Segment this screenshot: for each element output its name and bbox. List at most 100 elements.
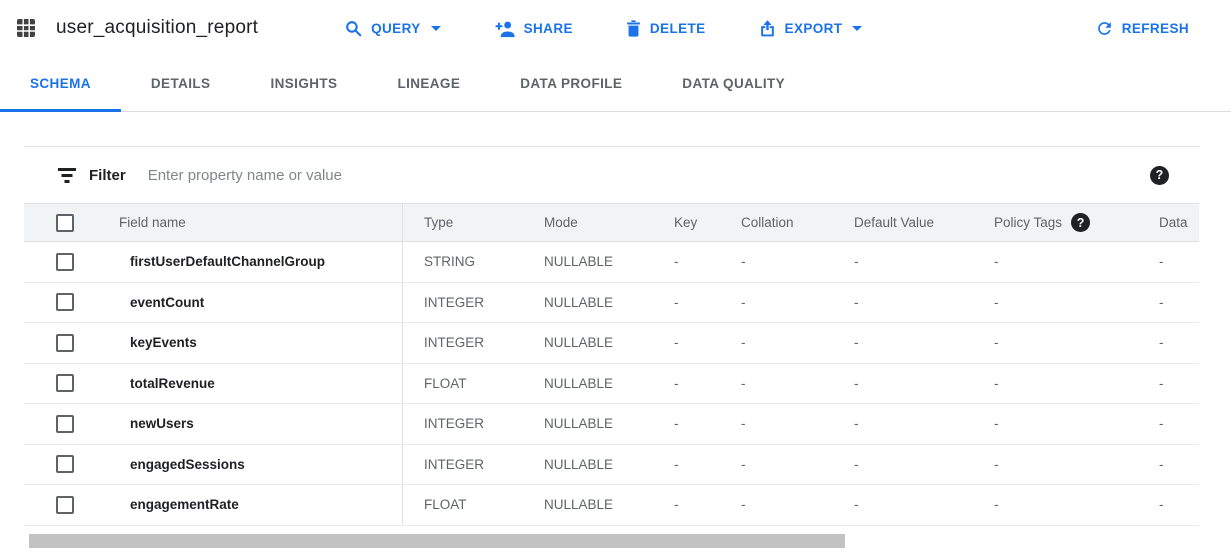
refresh-button-label: REFRESH — [1121, 20, 1189, 36]
row-checkbox[interactable] — [56, 495, 74, 514]
default-value-cell: - — [854, 375, 859, 391]
toolbar: QUERY SHARE — [342, 13, 1231, 44]
export-button[interactable]: EXPORT — [756, 13, 865, 44]
key-cell: - — [674, 456, 679, 472]
table-header-row: Field name Type Mode Key Collation Defau… — [24, 203, 1199, 242]
scrollbar-thumb[interactable] — [29, 533, 845, 548]
page-title: user_acquisition_report — [56, 17, 259, 38]
column-header-default-value: Default Value — [854, 215, 935, 230]
filter-row: Filter ? — [24, 147, 1199, 203]
row-checkbox[interactable] — [56, 333, 74, 352]
data-cell: - — [1159, 294, 1164, 310]
delete-button[interactable]: DELETE — [623, 13, 708, 44]
default-value-cell: - — [854, 497, 859, 513]
refresh-button[interactable]: REFRESH — [1093, 13, 1191, 44]
field-name-cell: engagementRate — [94, 485, 403, 525]
share-button[interactable]: SHARE — [493, 13, 575, 44]
default-value-cell: - — [854, 335, 859, 351]
tab-details[interactable]: DETAILS — [150, 76, 211, 91]
row-checkbox[interactable] — [56, 374, 74, 393]
row-checkbox[interactable] — [56, 252, 74, 271]
horizontal-scrollbar — [24, 533, 1199, 549]
type-cell: FLOAT — [424, 497, 467, 513]
tab-data-quality[interactable]: DATA QUALITY — [682, 76, 786, 91]
tab-data-profile[interactable]: DATA PROFILE — [520, 76, 623, 91]
mode-cell: NULLABLE — [544, 335, 614, 351]
type-cell: STRING — [424, 254, 476, 270]
help-icon[interactable]: ? — [1150, 165, 1169, 185]
field-name-cell: engagedSessions — [94, 444, 403, 484]
column-header-policy-tags: Policy Tags ? — [965, 204, 1125, 241]
key-cell: - — [674, 254, 679, 270]
column-header-type: Type — [424, 215, 454, 230]
chevron-down-icon — [430, 25, 441, 31]
table-header-bar: user_acquisition_report QUERY — [0, 0, 1231, 56]
default-value-cell: - — [854, 254, 859, 270]
table-row: keyEvents INTEGER NULLABLE - - - - - — [24, 323, 1199, 364]
tab-bar: SCHEMA DETAILS INSIGHTS LINEAGE DATA PRO… — [0, 56, 1231, 112]
export-button-label: EXPORT — [784, 20, 843, 36]
column-header-key: Key — [674, 215, 698, 230]
share-button-label: SHARE — [523, 20, 573, 36]
field-name-cell: keyEvents — [94, 323, 403, 363]
data-cell: - — [1159, 497, 1164, 513]
tab-insights[interactable]: INSIGHTS — [270, 76, 338, 91]
type-cell: INTEGER — [424, 335, 485, 351]
type-cell: FLOAT — [424, 375, 467, 391]
policy-tags-cell: - — [994, 254, 999, 270]
key-cell: - — [674, 416, 679, 432]
query-button[interactable]: QUERY — [342, 13, 443, 44]
column-header-data: Data — [1159, 215, 1188, 230]
tab-lineage[interactable]: LINEAGE — [397, 76, 461, 91]
key-cell: - — [674, 497, 679, 513]
collation-cell: - — [741, 456, 746, 472]
collation-cell: - — [741, 294, 746, 310]
person-add-icon — [495, 19, 516, 38]
default-value-cell: - — [854, 416, 859, 432]
trash-icon — [625, 19, 642, 38]
select-all-checkbox[interactable] — [56, 213, 74, 232]
search-icon — [344, 19, 363, 38]
policy-tags-cell: - — [994, 497, 999, 513]
data-cell: - — [1159, 335, 1164, 351]
mode-cell: NULLABLE — [544, 294, 614, 310]
key-cell: - — [674, 335, 679, 351]
policy-tags-cell: - — [994, 416, 999, 432]
collation-cell: - — [741, 335, 746, 351]
chevron-down-icon — [852, 25, 863, 31]
delete-button-label: DELETE — [649, 20, 706, 36]
upload-icon — [758, 19, 777, 38]
table-row: engagementRate FLOAT NULLABLE - - - - - — [24, 485, 1199, 526]
policy-tags-cell: - — [994, 294, 999, 310]
table-row: firstUserDefaultChannelGroup STRING NULL… — [24, 242, 1199, 283]
table-row: eventCount INTEGER NULLABLE - - - - - — [24, 282, 1199, 323]
query-button-label: QUERY — [371, 20, 421, 36]
key-cell: - — [674, 294, 679, 310]
tab-schema[interactable]: SCHEMA — [0, 56, 121, 112]
mode-cell: NULLABLE — [544, 416, 614, 432]
row-checkbox[interactable] — [56, 414, 74, 433]
collation-cell: - — [741, 375, 746, 391]
data-cell: - — [1159, 416, 1164, 432]
mode-cell: NULLABLE — [544, 456, 614, 472]
column-header-collation: Collation — [741, 215, 794, 230]
policy-tags-cell: - — [994, 375, 999, 391]
filter-input[interactable] — [147, 166, 1138, 184]
table-body: firstUserDefaultChannelGroup STRING NULL… — [24, 242, 1199, 526]
table-row: newUsers INTEGER NULLABLE - - - - - — [24, 404, 1199, 445]
field-name-cell: firstUserDefaultChannelGroup — [94, 242, 403, 282]
policy-tags-cell: - — [994, 335, 999, 351]
schema-panel: Filter ? Field name Type Mode Key Collat… — [24, 146, 1199, 549]
table-icon — [14, 16, 38, 40]
mode-cell: NULLABLE — [544, 375, 614, 391]
row-checkbox[interactable] — [56, 293, 74, 312]
filter-label: Filter — [89, 166, 126, 184]
field-name-cell: eventCount — [94, 282, 403, 322]
key-cell: - — [674, 375, 679, 391]
filter-icon — [57, 167, 77, 183]
default-value-cell: - — [854, 294, 859, 310]
policy-tags-help-icon[interactable]: ? — [1071, 213, 1091, 232]
field-name-cell: newUsers — [94, 404, 403, 444]
row-checkbox[interactable] — [56, 455, 74, 474]
